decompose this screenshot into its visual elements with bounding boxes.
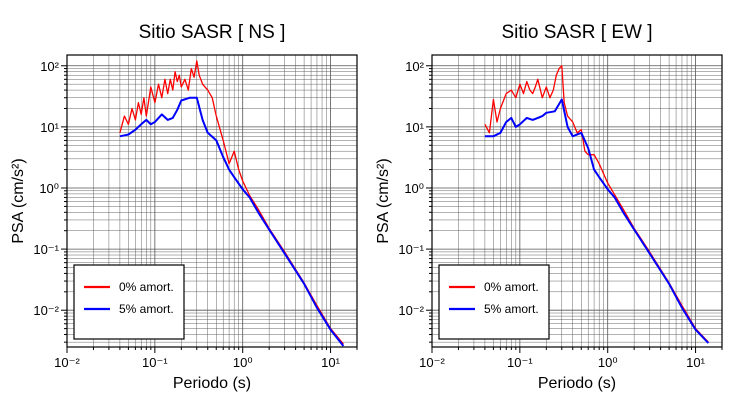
- x-tick-label: 10⁻¹: [507, 355, 533, 370]
- y-axis-label: PSA (cm/s²): [375, 158, 392, 243]
- x-axis-label: Periodo (s): [538, 375, 616, 392]
- x-axis-label: Periodo (s): [173, 375, 251, 392]
- chart-title: Sitio SASR [ EW ]: [502, 22, 653, 43]
- axis-ticks: [61, 65, 358, 353]
- y-axis-label: PSA (cm/s²): [10, 158, 27, 243]
- series-line-damped: [119, 96, 345, 347]
- y-tick-label: 10¹: [405, 120, 424, 135]
- series-line-undamped: [119, 60, 344, 345]
- chart-title: Sitio SASR [ NS ]: [139, 22, 286, 43]
- x-tick-label: 10¹: [686, 355, 705, 370]
- chart-panel-0: Sitio SASR [ NS ] 10⁻² 10⁻¹ 10⁰ 10¹ 10⁻² 10⁻¹ 1…: [10, 22, 358, 392]
- x-tick-label: 10⁰: [233, 355, 253, 370]
- y-tick-label: 10²: [405, 59, 424, 74]
- legend-label: 5% amort.: [484, 302, 539, 316]
- y-tick-label: 10⁻¹: [33, 242, 59, 257]
- y-tick-label: 10⁻¹: [398, 242, 424, 257]
- legend-label: 0% amort.: [119, 280, 174, 294]
- x-tick-label: 10¹: [321, 355, 340, 370]
- x-tick-label: 10⁰: [598, 355, 618, 370]
- y-tick-label: 10²: [40, 59, 59, 74]
- y-tick-label: 10⁻²: [33, 303, 59, 318]
- y-tick-label: 10⁰: [39, 181, 59, 196]
- legend-label: 5% amort.: [119, 302, 174, 316]
- legend-label: 0% amort.: [484, 280, 539, 294]
- y-tick-label: 10⁻²: [398, 303, 424, 318]
- x-tick-label: 10⁻²: [54, 355, 80, 370]
- y-tick-label: 10⁰: [404, 181, 424, 196]
- axis-ticks: [426, 65, 723, 353]
- plot-frame: [431, 54, 723, 348]
- legend-box: [438, 264, 550, 340]
- x-tick-label: 10⁻²: [419, 355, 445, 370]
- legend-box: [73, 264, 185, 340]
- chart-panel-1: Sitio SASR [ EW ] 10⁻² 10⁻¹ 10⁰ 10¹ 10⁻² 10⁻¹ 1…: [375, 22, 723, 392]
- series-line-undamped: [484, 65, 709, 343]
- series-line-damped: [484, 98, 710, 344]
- y-tick-label: 10¹: [40, 120, 59, 135]
- plot-frame: [66, 54, 358, 348]
- x-tick-label: 10⁻¹: [142, 355, 168, 370]
